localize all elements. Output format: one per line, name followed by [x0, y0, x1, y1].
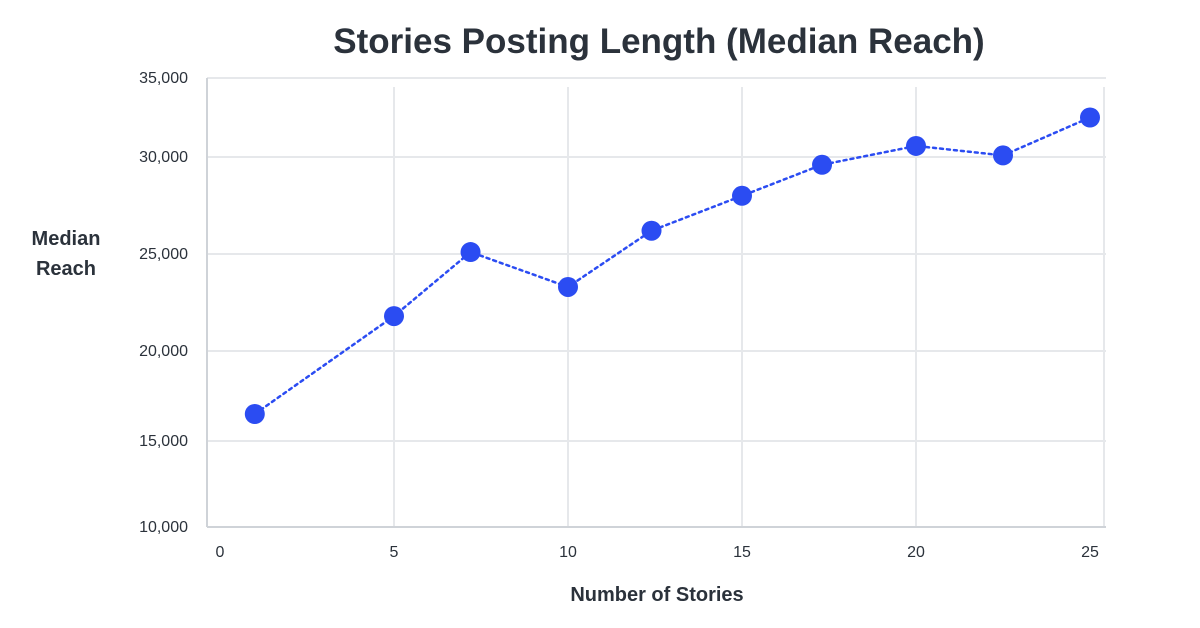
gridlines — [207, 77, 1106, 527]
data-point — [384, 306, 404, 327]
y-tick-label: 10,000 — [139, 519, 188, 536]
y-axis-label-line-2: Reach — [35, 258, 97, 280]
x-tick-label: 25 — [1081, 544, 1099, 561]
y-axis-label-line-1: Median — [31, 228, 101, 250]
data-point — [558, 276, 578, 297]
y-tick-label: 30,000 — [139, 149, 188, 166]
data-point — [460, 242, 481, 263]
y-tick-label: 25,000 — [139, 246, 188, 263]
data-point — [812, 154, 833, 175]
data-point — [1080, 107, 1100, 128]
x-tick-label: 10 — [559, 544, 577, 561]
data-point — [244, 404, 265, 424]
tick-labels: 0 5 10 15 20 25 10,000 15,000 20,000 25,000 30,000… — [139, 70, 1099, 561]
data-point — [993, 145, 1013, 166]
axes — [206, 78, 1106, 528]
data-point — [732, 185, 752, 206]
x-tick-label: 5 — [390, 544, 399, 561]
series — [244, 107, 1100, 424]
y-tick-label: 20,000 — [139, 343, 188, 360]
x-tick-label: 15 — [733, 544, 751, 561]
series-line — [253, 116, 1092, 416]
x-tick-label: 20 — [907, 544, 925, 561]
data-point — [906, 135, 926, 156]
x-axis-label: Number of Stories — [570, 584, 744, 606]
data-point — [641, 220, 662, 241]
y-tick-label: 35,000 — [139, 70, 188, 87]
y-tick-label: 15,000 — [139, 433, 188, 450]
x-tick-label: 0 — [216, 544, 225, 561]
y-axis-label: Median Reach — [14, 224, 118, 284]
chart-title: Stories Posting Length (Median Reach) — [333, 22, 985, 61]
